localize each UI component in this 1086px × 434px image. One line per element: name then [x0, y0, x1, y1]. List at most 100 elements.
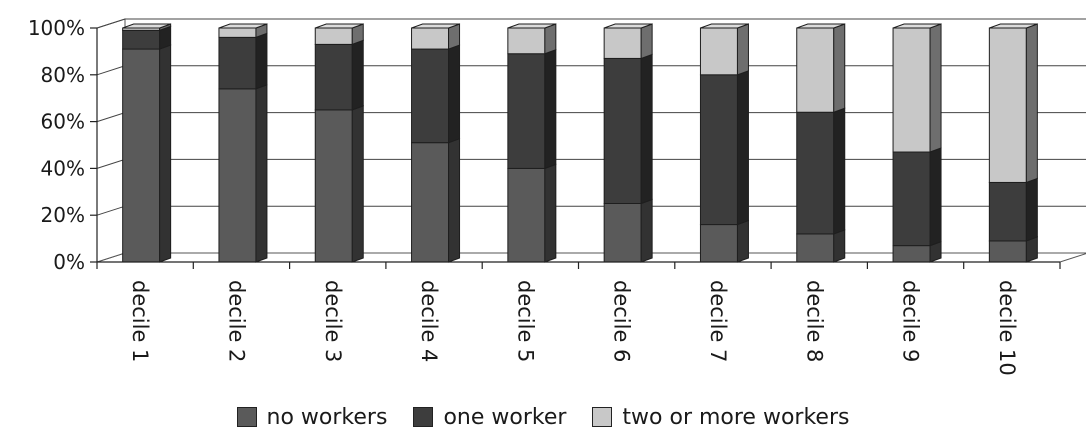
bar-one-worker [411, 48, 450, 144]
gridline [96, 18, 1086, 29]
bar-top-face [507, 23, 557, 29]
bar-no-workers [796, 233, 835, 263]
bar-top-face [122, 23, 171, 29]
bar-two-or-more-workers-side [544, 23, 557, 55]
bar-top-face [218, 23, 268, 29]
bar-group [603, 23, 653, 263]
bar-two-or-more-workers-side [1025, 23, 1038, 184]
legend-item-no-workers: no workers [236, 404, 388, 430]
bar-one-worker-side [255, 32, 268, 90]
y-tick-label: 0% [53, 250, 85, 274]
bar-group [988, 23, 1038, 263]
bar-no-workers-side [159, 44, 172, 263]
bar-no-workers [122, 48, 161, 263]
legend-swatch-two-or-more-workers [592, 407, 613, 427]
bar-no-workers-side [544, 163, 557, 263]
bar-no-workers [988, 240, 1027, 263]
bar-one-worker [218, 36, 257, 90]
bar-no-workers [699, 224, 738, 263]
bar-no-workers [218, 88, 257, 263]
bar-two-or-more-workers [988, 27, 1027, 183]
bar-one-worker-side [640, 53, 653, 205]
side-wall [96, 18, 126, 263]
legend-label-two-or-more-workers: two or more workers [622, 404, 850, 430]
bar-two-or-more-workers [892, 27, 931, 153]
x-tick-label: decile 9 [899, 280, 923, 362]
bar-two-or-more-workers [314, 27, 353, 45]
legend-item-two-or-more-workers: two or more workers [592, 405, 849, 430]
y-tick-label: 100% [28, 16, 85, 40]
legend: no workers one worker two or more worker… [0, 400, 1086, 434]
bars [122, 23, 1038, 263]
y-axis: 0% 20% 40% 60% 80% 100% [28, 16, 98, 274]
bar-no-workers [603, 203, 642, 263]
legend-item-one-worker: one worker [413, 405, 566, 430]
bar-group [411, 23, 461, 263]
bar-two-or-more-workers [699, 27, 738, 76]
bar-no-workers-side [833, 229, 846, 263]
bar-one-worker [699, 74, 738, 226]
bar-top-face [989, 23, 1038, 29]
x-tick-label: decile 1 [128, 280, 152, 362]
bar-one-worker [603, 57, 642, 204]
bar-group [796, 23, 846, 263]
legend-swatch-no-workers [236, 407, 257, 427]
bar-one-worker [314, 43, 353, 111]
bar-top-face [411, 23, 460, 29]
x-tick-label: decile 3 [321, 280, 345, 362]
bar-no-workers-side [640, 198, 653, 263]
bar-top-face [315, 23, 364, 29]
bar-group [892, 23, 942, 263]
x-tick-label: decile 2 [224, 280, 248, 362]
bar-two-or-more-workers [411, 27, 450, 50]
bar-two-or-more-workers-side [736, 23, 749, 76]
bar-one-worker-side [833, 107, 846, 235]
bar-group [507, 23, 557, 263]
bar-one-worker [507, 53, 546, 169]
legend-label-one-worker: one worker [443, 404, 567, 430]
y-tick-label: 40% [41, 156, 85, 180]
bar-one-worker-side [544, 49, 557, 170]
y-tick-label: 20% [41, 203, 85, 227]
bar-no-workers [314, 109, 353, 263]
bar-no-workers-side [255, 84, 268, 263]
bar-group [122, 23, 172, 263]
bar-no-workers-side [736, 219, 749, 263]
x-axis: decile 1 decile 2 decile 3 decile 4 decile 5… [96, 261, 1061, 376]
stacked-bar-chart: 0%20%40%60%80%100% decile 1 decile 2 decil… [28, 16, 1086, 376]
bar-no-workers [507, 167, 546, 263]
x-tick-label: decile 4 [417, 280, 441, 362]
bar-one-worker [796, 111, 835, 235]
bar-no-workers [892, 245, 931, 263]
x-tick-label: decile 8 [802, 280, 826, 362]
bar-two-or-more-workers [507, 27, 546, 55]
bar-one-worker-side [1025, 177, 1038, 242]
bar-two-or-more-workers [218, 27, 257, 38]
bar-one-worker [122, 29, 161, 50]
bar-one-worker [988, 181, 1027, 242]
bar-two-or-more-workers [603, 27, 642, 59]
bar-top-face [796, 23, 845, 29]
x-tick-label: decile 5 [513, 280, 537, 362]
bar-no-workers-side [448, 137, 461, 263]
x-tick-label: decile 7 [706, 280, 730, 362]
bar-group [218, 23, 268, 263]
bar-two-or-more-workers-side [929, 23, 942, 153]
bar-one-worker-side [929, 147, 942, 247]
legend-label-no-workers: no workers [266, 404, 388, 430]
bar-one-worker [892, 151, 931, 247]
bar-two-or-more-workers-side [640, 23, 653, 60]
legend-swatch-one-worker [413, 407, 434, 427]
bar-top-face [603, 23, 653, 29]
y-tick-label: 80% [41, 63, 85, 87]
bar-two-or-more-workers [796, 27, 835, 113]
bar-two-or-more-workers-side [833, 23, 846, 113]
x-tick-label: decile 10 [995, 280, 1019, 376]
bar-top-face [892, 23, 942, 29]
bar-group [699, 23, 749, 263]
bar-one-worker-side [448, 44, 461, 144]
bar-no-workers [411, 142, 450, 263]
bar-group [314, 23, 364, 263]
y-tick-label: 60% [41, 110, 85, 134]
bar-top-face [700, 23, 749, 29]
